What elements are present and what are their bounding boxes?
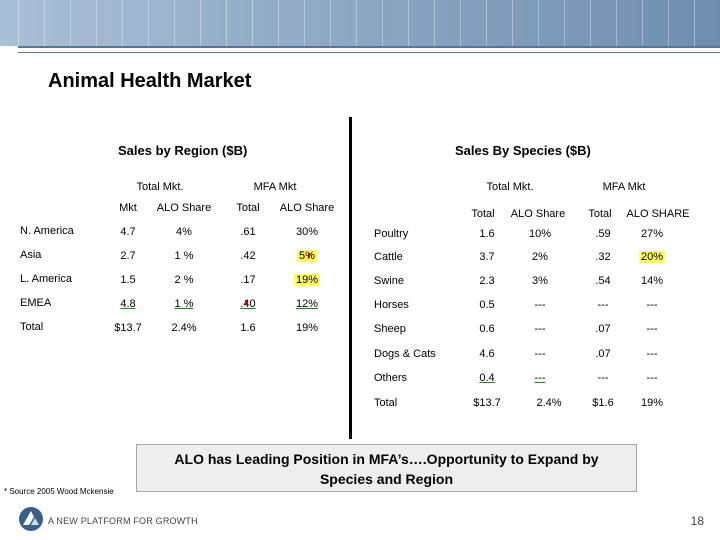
species-mfa-alo: 14%	[640, 275, 664, 287]
region-name: Asia	[20, 249, 42, 261]
species-alo: 10%	[528, 228, 552, 240]
species-name: Swine	[374, 275, 404, 287]
region-mfa-total: .40	[240, 298, 256, 310]
region-mfa-alo: 30%	[295, 226, 319, 238]
company-logo-icon	[19, 507, 43, 531]
species-alo: ---	[534, 348, 546, 360]
region-alo: 1 %	[174, 298, 194, 310]
species-col-total: Total	[471, 208, 495, 220]
species-col-alo: ALO Share	[510, 208, 566, 220]
species-alo: 3%	[532, 275, 548, 287]
source-note: * Source 2005 Wood Mckensie	[4, 487, 114, 496]
callout-line-2: Species and Region	[319, 471, 454, 487]
region-group-total: Total Mkt.	[136, 181, 184, 193]
region-mfa-alo: 12%	[295, 298, 319, 310]
species-group-total: Total Mkt.	[486, 181, 534, 193]
region-col-total: Total	[236, 202, 260, 214]
region-mkt: 2.7	[120, 250, 136, 262]
species-mfa-total: .59	[595, 228, 611, 240]
region-name: L. America	[20, 273, 72, 285]
species-mfa-total: .07	[595, 323, 611, 335]
species-mfa-alo: ---	[646, 299, 658, 311]
species-alo: 2.4%	[536, 397, 562, 409]
species-name: Horses	[374, 299, 409, 311]
species-mfa-total: .32	[595, 251, 611, 263]
region-alo: 1 %	[174, 250, 194, 262]
species-col-alo2: ALO SHARE	[626, 208, 690, 220]
header-grid	[18, 0, 720, 46]
header-band	[0, 0, 720, 46]
species-total: 4.6	[479, 348, 495, 360]
species-group-mfa: MFA Mkt	[602, 181, 646, 193]
red-tick-mark	[245, 300, 247, 305]
species-name: Sheep	[374, 323, 406, 335]
region-mfa-total: .42	[240, 250, 256, 262]
species-mfa-alo: 19%	[640, 397, 664, 409]
region-mfa-total: .61	[240, 226, 256, 238]
species-mfa-alo: ---	[646, 323, 658, 335]
region-mkt: $13.7	[114, 322, 142, 334]
species-mfa-alo: 20%	[638, 251, 666, 263]
species-alo: ---	[534, 299, 546, 311]
footer-tagline: A NEW PLATFORM FOR GROWTH	[48, 516, 198, 526]
species-alo: ---	[534, 372, 546, 384]
callout-line-1: ALO has Leading Position in MFA’s….Oppor…	[174, 451, 599, 467]
header-rule	[18, 46, 720, 48]
species-mfa-alo: ---	[646, 348, 658, 360]
page-title: Animal Health Market	[48, 70, 252, 92]
section-divider	[349, 117, 352, 439]
region-mfa-alo: 5%	[297, 250, 317, 262]
species-heading: Sales By Species ($B)	[455, 143, 591, 158]
species-mfa-total: .07	[595, 348, 611, 360]
region-mfa-total: .17	[240, 274, 256, 286]
region-alo: 2.4%	[171, 322, 197, 334]
region-alo: 4%	[176, 226, 192, 238]
species-name: Total	[374, 397, 398, 409]
region-name: N. America	[20, 225, 74, 237]
species-mfa-total: .54	[595, 275, 611, 287]
species-total: $13.7	[473, 397, 501, 409]
species-alo: 2%	[532, 251, 548, 263]
species-alo: ---	[534, 323, 546, 335]
page-number: 18	[690, 514, 704, 528]
region-mfa-alo: 19%	[293, 274, 321, 286]
species-name: Cattle	[374, 251, 403, 263]
region-col-alo: ALO Share	[156, 202, 212, 214]
region-mfa-total: 1.6	[240, 322, 256, 334]
species-name: Dogs & Cats	[374, 348, 436, 360]
species-mfa-total: $1.6	[592, 397, 614, 409]
species-total: 3.7	[479, 251, 495, 263]
region-mfa-alo: 19%	[295, 322, 319, 334]
species-total: 0.4	[479, 372, 495, 384]
callout-box: ALO has Leading Position in MFA’s….Oppor…	[136, 444, 637, 492]
species-total: 1.6	[479, 228, 495, 240]
region-alo: 2 %	[174, 274, 194, 286]
region-mkt: 1.5	[120, 274, 136, 286]
region-col-alo2: ALO Share	[279, 202, 335, 214]
species-mfa-total: ---	[597, 299, 609, 311]
species-mfa-alo: 27%	[640, 228, 664, 240]
red-tick-mark	[308, 253, 310, 258]
region-name: EMEA	[20, 297, 52, 309]
region-col-mkt: Mkt	[119, 202, 137, 214]
species-total: 2.3	[479, 275, 495, 287]
species-mfa-alo: ---	[646, 372, 658, 384]
species-name: Poultry	[374, 228, 409, 240]
region-mkt: 4.8	[120, 298, 136, 310]
region-mkt: 4.7	[120, 226, 136, 238]
region-name: Total	[20, 321, 44, 333]
species-col-total2: Total	[588, 208, 612, 220]
region-heading: Sales by Region ($B)	[118, 143, 248, 158]
header-rule-thin	[18, 52, 720, 53]
region-group-mfa: MFA Mkt	[253, 181, 297, 193]
species-total: 0.5	[479, 299, 495, 311]
species-mfa-total: ---	[597, 372, 609, 384]
species-total: 0.6	[479, 323, 495, 335]
species-name: Others	[374, 372, 408, 384]
